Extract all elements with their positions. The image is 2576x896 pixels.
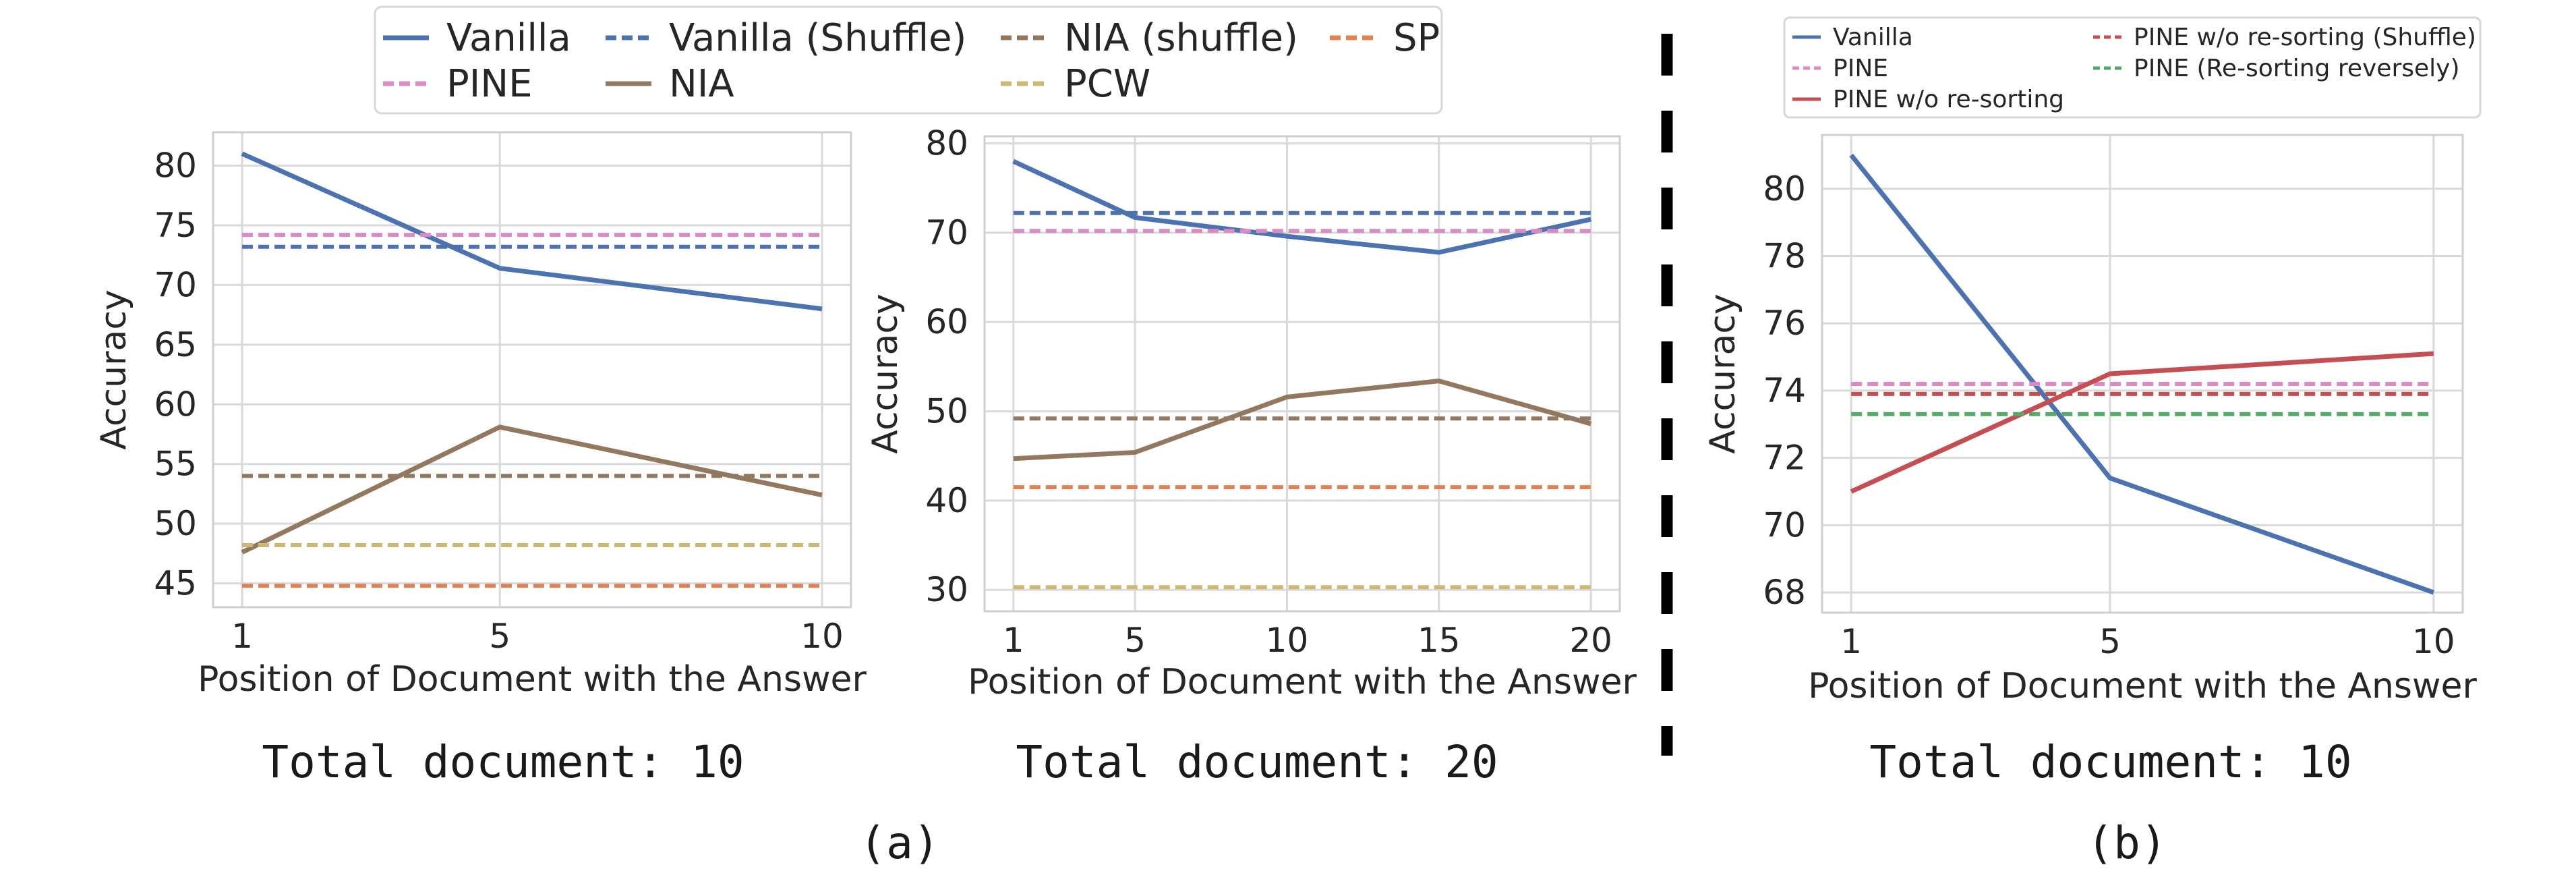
legend-b: Vanilla PINE PINE w/o re-sorting PINE w/o r… (1783, 16, 2482, 119)
chart-a1-x-tick-label: 10 (800, 617, 844, 656)
chart-a1-y-tick-label: 45 (154, 564, 197, 603)
chart-b-y-tick-label: 68 (1763, 573, 1806, 612)
chart-a2-x-tick-label: 10 (1266, 621, 1309, 660)
caption-total-doc-20: Total document: 20 (1016, 736, 1498, 788)
chart-a2-y-axis-title: Accuracy (865, 293, 906, 453)
chart-a2-y-tick-label: 80 (925, 124, 968, 163)
legend-a-label: PINE (446, 62, 533, 106)
legend-b-label: PINE w/o re-sorting (1833, 86, 2064, 113)
legend-a-item-nia: NIA (606, 62, 734, 106)
chart-a2-x-tick-label: 15 (1417, 621, 1461, 660)
legend-a-item-sp: SP (1330, 16, 1440, 60)
legend-a-label: NIA (669, 62, 734, 106)
chart-a1-series-vanilla (241, 151, 823, 312)
chart-a2-y-tick-label: 30 (925, 570, 968, 609)
chart-b-x-axis-title: Position of Document with the Answer (1808, 666, 2477, 706)
chart-b-y-tick-label: 72 (1763, 439, 1806, 478)
legend-b-item-pine: PINE (1792, 55, 1888, 82)
legend-b-item-pine-re-sorting-reversely: PINE (Re-sorting reversely) (2093, 55, 2460, 82)
chart-a1-series-nia (241, 424, 823, 555)
chart-b-series-pine-w-o-re-sorting (1850, 351, 2434, 494)
caption-panel-b: (b) (2086, 817, 2167, 869)
chart-b-y-tick-label: 70 (1763, 505, 1806, 544)
chart-b-y-axis-title: Accuracy (1703, 293, 1743, 453)
chart-b-y-tick-label: 74 (1763, 371, 1806, 410)
legend-b-item-pine-w-o-re-sorting-shuffle: PINE w/o re-sorting (Shuffle) (2093, 24, 2476, 51)
chart-a1-x-axis-title: Position of Document with the Answer (198, 659, 867, 700)
legend-a-label: NIA (shuffle) (1064, 16, 1298, 60)
chart-a1-y-axis-title: Accuracy (94, 289, 134, 449)
chart-a2-y-tick-label: 70 (925, 213, 968, 252)
chart-b-x-tick-label: 5 (2099, 622, 2121, 661)
legend-a-item-pcw: PCW (1001, 62, 1150, 106)
caption-total-doc-10-a: Total document: 10 (262, 736, 744, 788)
legend-a-label: Vanilla (446, 16, 571, 60)
chart-b-x-tick-label: 10 (2412, 622, 2455, 661)
legend-a-label: PCW (1064, 62, 1150, 106)
chart-a1-y-tick-label: 65 (154, 325, 197, 364)
chart-a1-plot-area (213, 132, 851, 607)
caption-total-doc-10-b: Total document: 10 (1869, 736, 2351, 788)
chart-a1-x-tick-label: 1 (231, 617, 253, 656)
chart-a2-frame (983, 135, 1621, 613)
legend-b-label: PINE (Re-sorting reversely) (2134, 55, 2460, 82)
chart-a1-frame (212, 131, 852, 609)
chart-b-series-vanilla (1849, 153, 2434, 595)
chart-a2-y-tick-label: 60 (925, 302, 968, 341)
caption-panel-a: (a) (859, 817, 939, 869)
chart-a2-x-tick-label: 1 (1003, 621, 1024, 660)
chart-a1-x-tick-label: 5 (489, 617, 510, 656)
legend-a-item-nia-shuffle: NIA (shuffle) (1001, 16, 1298, 60)
legend-b-label: Vanilla (1833, 24, 1913, 51)
chart-a2-x-tick-label: 5 (1124, 621, 1146, 660)
chart-a2-x-axis-title: Position of Document with the Answer (968, 662, 1637, 702)
chart-a2-series-nia (1013, 379, 1592, 461)
chart-a1-y-tick-label: 55 (154, 445, 197, 484)
chart-b-frame (1821, 134, 2464, 614)
legend-a-item-vanilla-shuffle: Vanilla (Shuffle) (606, 16, 966, 60)
legend-b-item-vanilla: Vanilla (1792, 24, 1913, 51)
legend-a-label: SP (1393, 16, 1440, 60)
legend-b-frame (1783, 16, 2482, 119)
legend-a-frame (374, 5, 1443, 115)
chart-a2-series-vanilla (1012, 159, 1591, 255)
chart-a2-plot-area (985, 136, 1620, 611)
chart-total-10-b: 68 70 72 74 76 78 80 1 5 10 Position of Document w… (1703, 134, 2478, 706)
chart-b-y-tick-label: 80 (1763, 169, 1806, 208)
chart-a2-y-tick-label: 40 (925, 481, 968, 520)
chart-a1-y-tick-label: 60 (154, 385, 197, 424)
chart-b-y-tick-label: 78 (1763, 236, 1806, 275)
chart-a1-y-tick-label: 50 (154, 504, 197, 543)
chart-a2-y-tick-label: 50 (925, 392, 968, 431)
legend-b-item-pine-w-o-re-sorting: PINE w/o re-sorting (1792, 86, 2064, 113)
legend-a-item-vanilla: Vanilla (383, 16, 571, 60)
chart-b-y-tick-label: 76 (1763, 304, 1806, 343)
chart-a2-x-tick-label: 20 (1569, 621, 1612, 660)
chart-b-x-tick-label: 1 (1840, 622, 1862, 661)
chart-a1-y-tick-label: 80 (154, 146, 197, 186)
legend-b-label: PINE (1833, 55, 1888, 82)
chart-a1-y-tick-label: 70 (154, 265, 197, 304)
legend-b-label: PINE w/o re-sorting (Shuffle) (2134, 24, 2476, 51)
chart-a1-y-tick-label: 75 (154, 206, 197, 245)
legend-a-item-pine: PINE (383, 62, 533, 106)
legend-a-label: Vanilla (Shuffle) (669, 16, 966, 60)
